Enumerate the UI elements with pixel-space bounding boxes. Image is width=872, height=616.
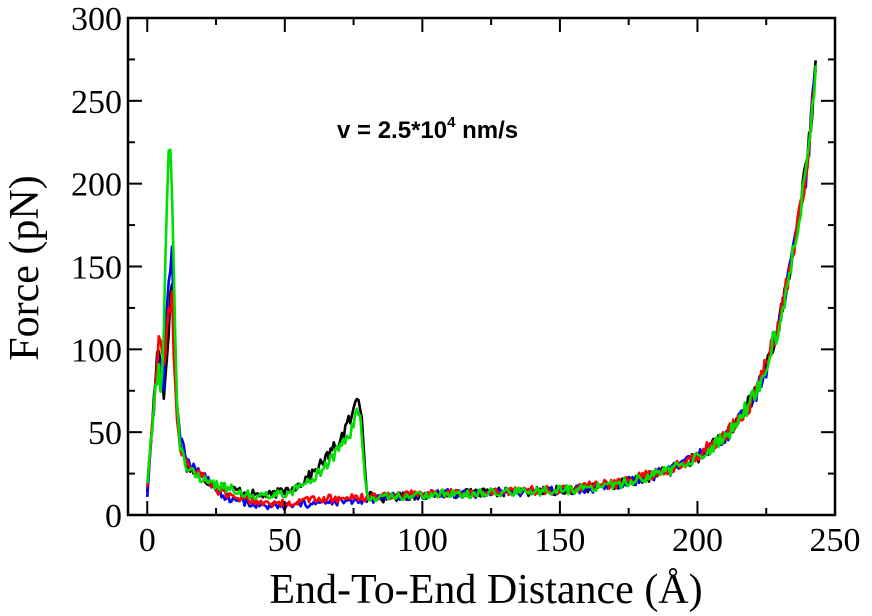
x-tick-label: 150 [534,522,585,559]
annotation-suffix: nm/s [455,117,518,144]
y-tick-label: 250 [71,84,122,121]
x-tick-label: 250 [810,522,861,559]
x-axis-title: End-To-End Distance (Å) [269,567,702,613]
axis-ticks: 0 50 100 150 200 250 0 50 100 150 200 250 300 [71,1,861,559]
x-tick-label: 100 [397,522,448,559]
y-tick-label: 300 [71,1,122,38]
x-tick-label: 200 [672,522,723,559]
series-line-green [146,65,817,503]
x-tick-label: 0 [139,522,156,559]
annotation-superscript: 4 [447,114,456,131]
y-tick-label: 100 [71,332,122,369]
x-tick-label: 50 [268,522,302,559]
annotation-velocity: v = 2.5*104 nm/s [337,114,518,144]
annotation-main: v = 2.5*10 [337,117,447,144]
series-layer [146,60,817,511]
y-tick-label: 50 [88,415,122,452]
y-tick-label: 0 [105,498,122,535]
y-tick-label: 150 [71,250,122,287]
y-axis-title: Force (pN) [2,175,48,360]
y-tick-label: 200 [71,167,122,204]
